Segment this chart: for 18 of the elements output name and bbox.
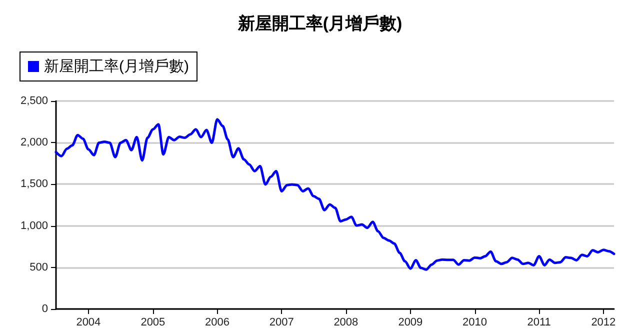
- line-series: [54, 118, 616, 271]
- legend-label: 新屋開工率(月增戶數): [44, 58, 189, 75]
- x-tick-label: 2006: [205, 316, 230, 328]
- x-tick-label: 2012: [591, 316, 616, 328]
- x-tick-label: 2009: [398, 316, 423, 328]
- y-tick-label: 2,000: [20, 136, 48, 149]
- y-tick-label: 0: [42, 303, 48, 315]
- chart-title: 新屋開工率(月增戶數): [236, 14, 402, 33]
- x-tick-label: 2010: [462, 316, 488, 328]
- y-tick-label: 1,000: [20, 220, 48, 232]
- x-tick-label: 2007: [269, 316, 294, 328]
- y-tick-label: 2,500: [20, 95, 48, 107]
- y-tick-label: 1,500: [20, 178, 48, 190]
- x-tick-label: 2008: [334, 316, 358, 328]
- y-tick-label: 500: [30, 261, 48, 274]
- x-tick-label: 2005: [140, 316, 166, 328]
- x-tick-label: 2011: [527, 316, 551, 328]
- x-tick-label: 2004: [76, 316, 101, 328]
